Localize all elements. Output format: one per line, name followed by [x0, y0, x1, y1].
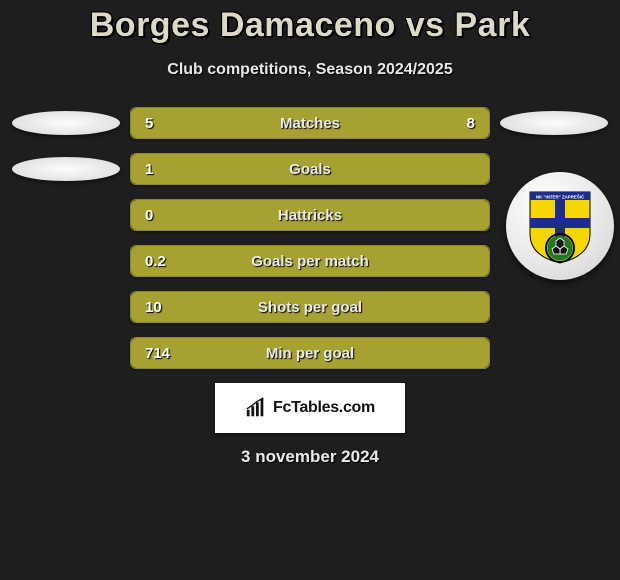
stat-left-value: 1	[131, 161, 167, 178]
left-player-slot	[10, 199, 130, 231]
right-player-slot	[490, 337, 610, 369]
page-title: Borges Damaceno vs Park	[0, 0, 620, 45]
player-placeholder-icon	[500, 111, 608, 135]
player-placeholder-icon	[12, 111, 120, 135]
stat-bar: 0Hattricks	[130, 199, 490, 231]
stat-bar: 10Shots per goal	[130, 291, 490, 323]
stat-left-value: 5	[131, 115, 167, 132]
stat-bar: 0.2Goals per match	[130, 245, 490, 277]
fctables-logo-icon	[245, 397, 267, 419]
right-player-slot	[490, 291, 610, 323]
stat-row: 1Goals	[10, 153, 610, 185]
inter-zapresic-crest-icon: NK "INTER" ZAPREŠIĆ	[529, 188, 591, 264]
fctables-text: FcTables.com	[273, 399, 375, 417]
club-crest-right: NK "INTER" ZAPREŠIĆ	[506, 172, 614, 280]
stat-left-value: 0.2	[131, 253, 180, 270]
player-placeholder-icon	[12, 157, 120, 181]
left-player-slot	[10, 291, 130, 323]
left-player-slot	[10, 245, 130, 277]
stat-left-value: 0	[131, 207, 167, 224]
snapshot-date: 3 november 2024	[0, 447, 620, 467]
right-player-slot	[490, 107, 610, 139]
stat-left-value: 10	[131, 299, 176, 316]
fctables-badge: FcTables.com	[215, 383, 405, 433]
stat-bar: 58Matches	[130, 107, 490, 139]
subtitle: Club competitions, Season 2024/2025	[0, 61, 620, 79]
left-player-slot	[10, 337, 130, 369]
stat-bar: 714Min per goal	[130, 337, 490, 369]
left-player-slot	[10, 107, 130, 139]
stat-right-value: 8	[453, 115, 489, 132]
stat-row: 10Shots per goal	[10, 291, 610, 323]
crest-text: NK "INTER" ZAPREŠIĆ	[536, 195, 585, 200]
stat-row: 58Matches	[10, 107, 610, 139]
left-player-slot	[10, 153, 130, 185]
stat-row: 714Min per goal	[10, 337, 610, 369]
stat-bar: 1Goals	[130, 153, 490, 185]
comparison-card: Borges Damaceno vs Park Club competition…	[0, 0, 620, 580]
stat-left-value: 714	[131, 345, 184, 362]
